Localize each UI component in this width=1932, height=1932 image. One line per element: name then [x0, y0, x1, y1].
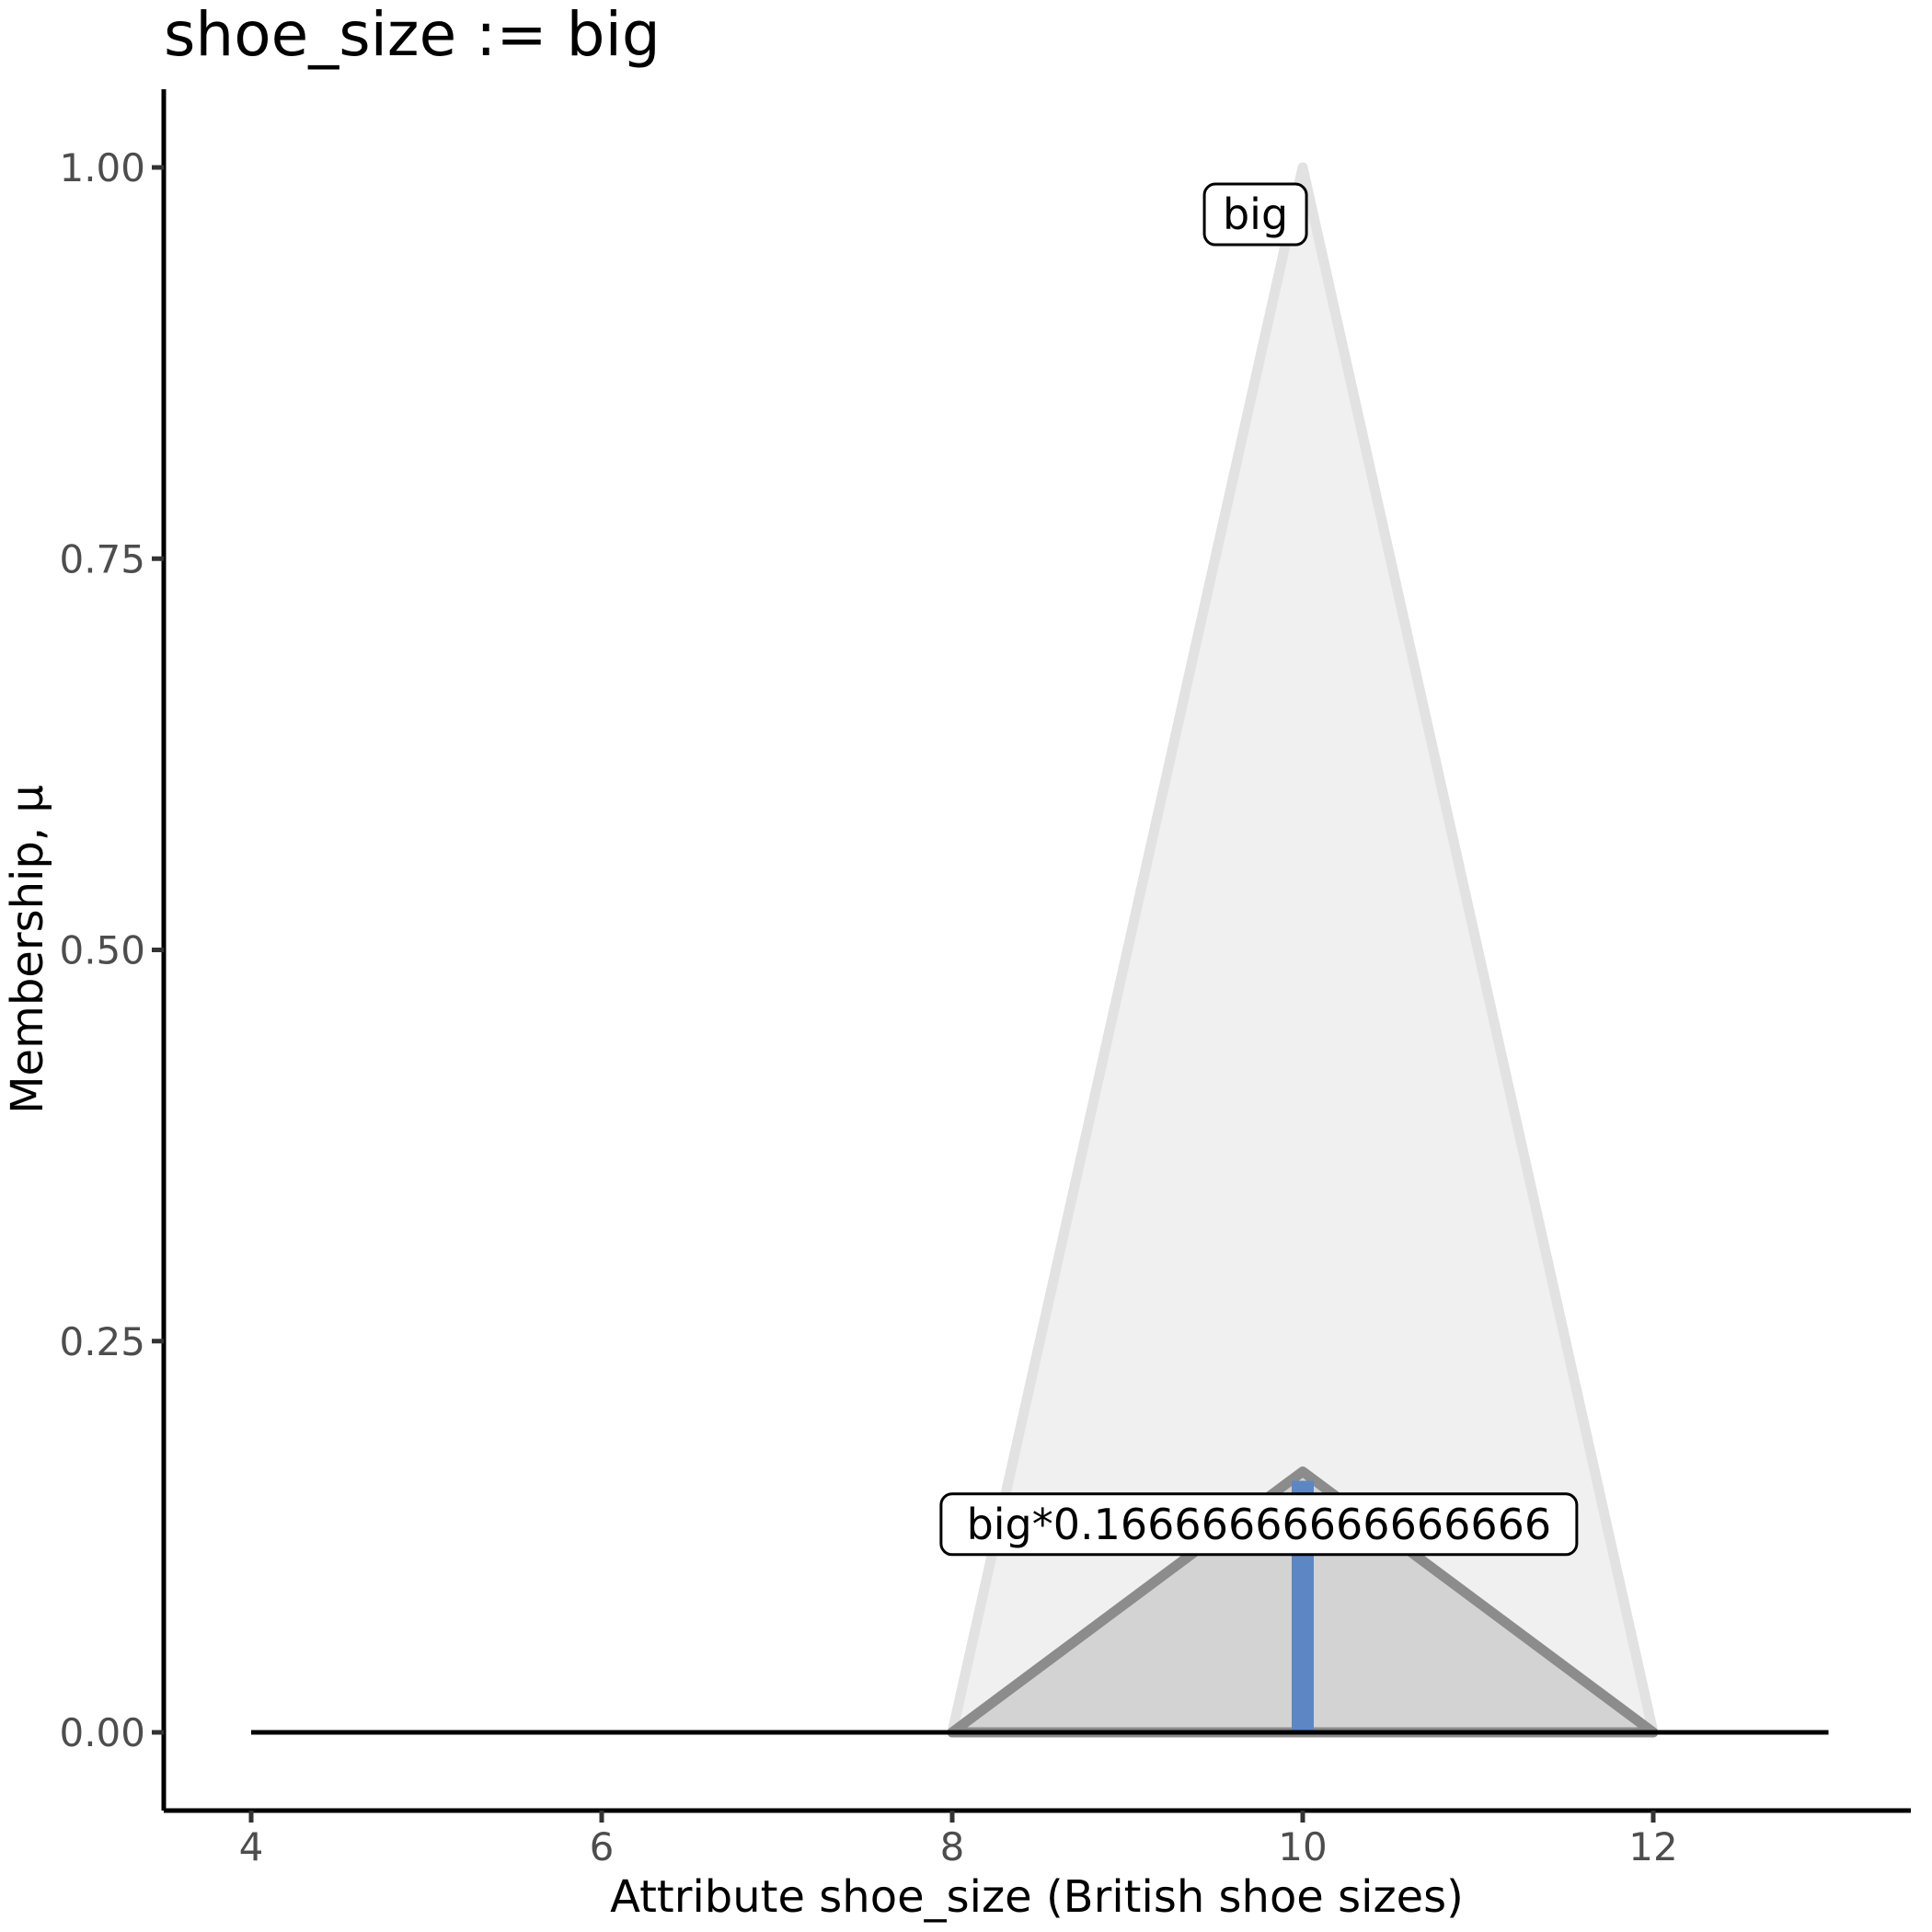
x-tick-label: 10 [1278, 1824, 1327, 1869]
annotation-box-1 [939, 1492, 1579, 1557]
x-axis-title: Attribute shoe_size (British shoe sizes) [610, 1871, 1464, 1923]
annotation-label-0: big [1223, 190, 1288, 239]
annotations: big big*0.16666666666666666 [939, 182, 1579, 1557]
annotation-box-0 [1202, 182, 1308, 247]
annotation-label-1: big*0.16666666666666666 [967, 1500, 1552, 1549]
x-tick-label: 8 [940, 1824, 965, 1869]
x-tick-label: 4 [239, 1824, 264, 1869]
y-tick-label: 0.50 [59, 928, 145, 973]
x-tick-label: 12 [1628, 1824, 1677, 1869]
y-tick-label: 0.25 [59, 1319, 145, 1364]
y-tick-label: 0.75 [59, 536, 145, 581]
x-axis-ticks: 4 6 8 10 12 [239, 1811, 1678, 1869]
plot-title: shoe_size := big [164, 0, 661, 70]
y-tick-label: 1.00 [59, 145, 145, 190]
y-tick-label: 0.00 [59, 1710, 145, 1755]
y-axis-ticks: 0.00 0.25 0.50 0.75 1.00 [59, 145, 164, 1755]
x-tick-label: 6 [590, 1824, 615, 1869]
y-axis-title: Membership, μ [2, 785, 53, 1114]
